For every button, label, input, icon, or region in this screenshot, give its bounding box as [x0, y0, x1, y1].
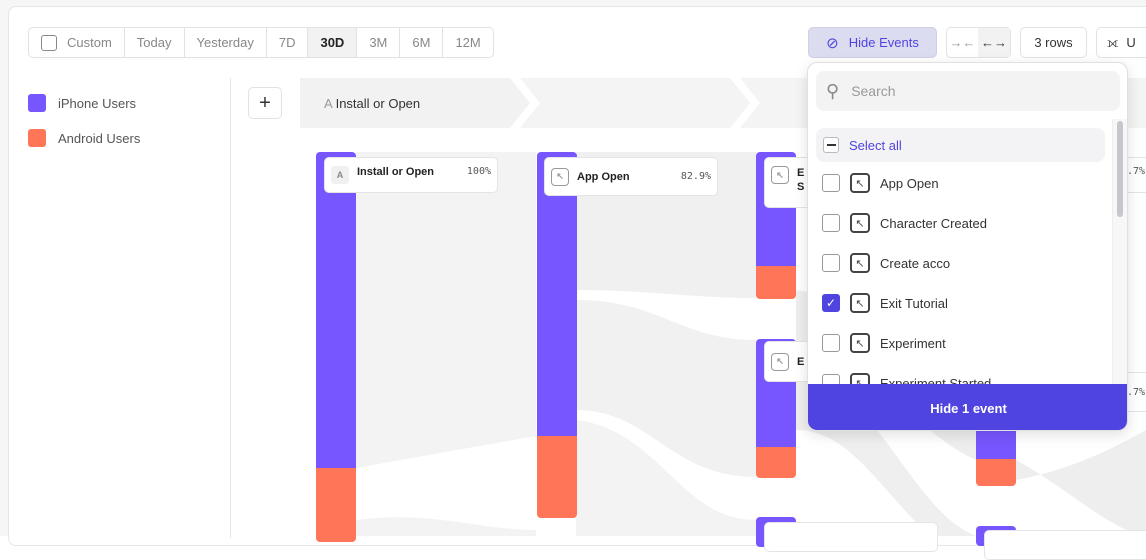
event-cursor-icon: ↖ [850, 333, 870, 353]
event-option[interactable]: ↖ Character Created [822, 211, 987, 235]
legend-swatch [28, 129, 46, 147]
checkbox[interactable] [822, 174, 840, 192]
android-segment [316, 468, 356, 542]
event-option[interactable]: ↖ Experiment [822, 331, 946, 355]
chart-type-button[interactable]: ⟗ U [1096, 27, 1146, 58]
event-cursor-icon: ↖ [551, 167, 569, 186]
node-card[interactable] [984, 530, 1146, 560]
event-cursor-icon: ↖ [771, 352, 789, 371]
event-cursor-icon: ↖ [850, 173, 870, 193]
date-range-custom[interactable]: Custom [29, 28, 125, 57]
node-bar-install-or-open[interactable] [316, 152, 356, 542]
event-cursor-icon: ↖ [850, 213, 870, 233]
checkbox[interactable] [822, 254, 840, 272]
node-card-install-or-open[interactable]: A Install or Open 100% [324, 157, 498, 193]
node-card[interactable] [764, 522, 938, 552]
android-segment [537, 436, 577, 518]
node-card-app-open[interactable]: ↖ App Open 82.9% [544, 157, 718, 196]
search-icon: ⚲ [826, 80, 840, 101]
date-range-12m[interactable]: 12M [455, 35, 481, 50]
calendar-icon [41, 34, 57, 51]
step-header-a[interactable]: A Install or Open [324, 96, 421, 111]
node-bar-app-open[interactable] [537, 152, 577, 518]
legend-android[interactable]: Android Users [28, 129, 140, 147]
android-segment [756, 266, 796, 299]
iphone-segment [316, 152, 356, 468]
eye-off-icon: ⊘ [826, 34, 839, 52]
event-cursor-icon: ↖ [850, 293, 870, 313]
select-all-row[interactable]: Select all [816, 128, 1105, 162]
step-letter-icon: A [331, 166, 349, 184]
scrollbar-track[interactable] [1112, 119, 1127, 384]
android-segment [976, 459, 1016, 486]
date-range-7d[interactable]: 7D [267, 28, 309, 57]
search-field[interactable]: ⚲ Search [816, 71, 1120, 111]
android-segment [756, 447, 796, 478]
checkbox[interactable] [822, 334, 840, 352]
divider [230, 78, 231, 538]
add-step-button[interactable]: + [248, 87, 282, 119]
indeterminate-checkbox[interactable] [823, 137, 839, 153]
event-cursor-icon: ↖ [771, 166, 789, 184]
collapse-icon[interactable]: →← [949, 35, 976, 50]
legend-swatch [28, 94, 46, 112]
date-range-selector: Custom Today Yesterday 7D 30D 3M 6M 12M [28, 27, 494, 58]
hide-events-button[interactable]: ⊘ Hide Events [808, 27, 937, 58]
date-range-3m[interactable]: 3M [357, 28, 401, 57]
iphone-segment [537, 152, 577, 436]
line-chart-icon: ⟗ [1107, 34, 1119, 50]
scrollbar-thumb[interactable] [1117, 121, 1123, 217]
event-option[interactable]: ↖ App Open [822, 171, 939, 195]
date-range-6m[interactable]: 6M [400, 28, 444, 57]
legend-iphone[interactable]: iPhone Users [28, 94, 136, 112]
date-range-today[interactable]: Today [125, 28, 185, 57]
date-range-30d[interactable]: 30D [308, 28, 358, 57]
date-range-yesterday[interactable]: Yesterday [185, 28, 267, 57]
event-option[interactable]: ✓ ↖ Exit Tutorial [822, 291, 948, 315]
checkbox[interactable] [822, 214, 840, 232]
rows-button[interactable]: 3 rows [1020, 27, 1087, 58]
hide-events-dropdown: ⚲ Search Select all ↖ App Open ↖ Character… [807, 62, 1128, 431]
event-cursor-icon: ↖ [850, 253, 870, 273]
checkbox-checked[interactable]: ✓ [822, 294, 840, 312]
hide-events-confirm-button[interactable]: Hide 1 event [808, 384, 1127, 430]
event-option[interactable]: ↖ Create acco [822, 251, 950, 275]
expand-collapse-group: →← ←→ [946, 27, 1011, 58]
search-input[interactable]: Search [851, 83, 896, 99]
expand-icon[interactable]: ←→ [978, 28, 1010, 57]
